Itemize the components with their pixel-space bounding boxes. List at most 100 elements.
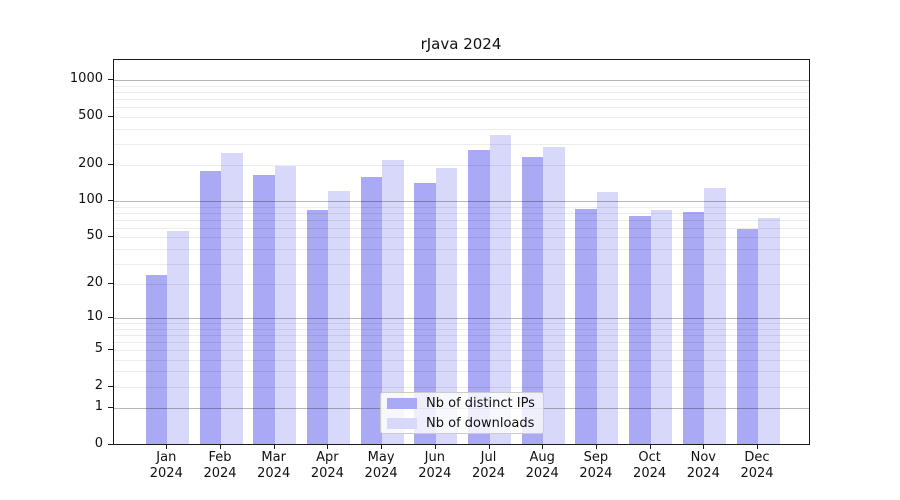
gridline-minor bbox=[114, 328, 809, 330]
y-tick bbox=[108, 406, 113, 408]
gridline-minor bbox=[114, 116, 809, 118]
y-tick bbox=[108, 443, 113, 445]
x-tick bbox=[595, 444, 597, 449]
x-tick bbox=[434, 444, 436, 449]
y-tick bbox=[108, 283, 113, 285]
x-tick-label: Jun 2024 bbox=[403, 450, 467, 482]
x-tick-month: Apr bbox=[316, 450, 339, 465]
y-tick bbox=[108, 200, 113, 202]
gridline-major bbox=[114, 201, 809, 203]
gridline-minor bbox=[114, 359, 809, 361]
y-tick-label: 100 bbox=[78, 192, 103, 208]
y-tick-label: 10 bbox=[86, 309, 103, 325]
x-tick-year: 2024 bbox=[310, 466, 344, 481]
gridline-minor bbox=[114, 263, 809, 265]
bar-distinct-ips-feb bbox=[199, 170, 221, 444]
x-tick bbox=[703, 444, 705, 449]
y-tick-label: 1000 bbox=[69, 71, 103, 87]
gridline-minor bbox=[114, 386, 809, 388]
x-tick-month: Dec bbox=[744, 450, 770, 465]
y-tick-label: 0 bbox=[94, 435, 103, 451]
x-tick-month: Jul bbox=[480, 450, 497, 465]
x-tick bbox=[327, 444, 329, 449]
bar-downloads-sep bbox=[596, 192, 619, 444]
legend-item-downloads: Nb of downloads bbox=[387, 416, 535, 431]
y-tick bbox=[108, 236, 113, 238]
x-tick-label: Nov 2024 bbox=[671, 450, 735, 482]
bar-downloads-jul bbox=[489, 135, 511, 444]
x-tick-year: 2024 bbox=[203, 466, 237, 481]
gridline-minor bbox=[114, 85, 809, 87]
x-tick-month: Nov bbox=[690, 450, 716, 465]
y-tick bbox=[108, 79, 113, 81]
x-tick-year: 2024 bbox=[418, 466, 452, 481]
x-tick-year: 2024 bbox=[686, 466, 720, 481]
chart-title: rJava 2024 bbox=[420, 35, 502, 53]
x-tick-year: 2024 bbox=[525, 466, 559, 481]
x-tick-month: May bbox=[367, 450, 395, 465]
x-tick bbox=[273, 444, 275, 449]
gridline-minor bbox=[114, 284, 809, 286]
bar-distinct-ips-may bbox=[360, 176, 383, 444]
gridline-major bbox=[114, 80, 809, 82]
legend-swatch-downloads bbox=[387, 417, 417, 429]
gridline-minor bbox=[114, 323, 809, 325]
x-tick bbox=[649, 444, 651, 449]
x-tick-year: 2024 bbox=[257, 466, 291, 481]
x-tick-label: Oct 2024 bbox=[618, 450, 682, 482]
legend-label-distinct-ips: Nb of distinct IPs bbox=[426, 395, 535, 411]
bar-distinct-ips-jul bbox=[468, 150, 490, 444]
x-tick-label: Feb 2024 bbox=[188, 450, 252, 482]
x-tick bbox=[542, 444, 544, 449]
bar-downloads-aug bbox=[543, 146, 565, 444]
x-tick-year: 2024 bbox=[633, 466, 667, 481]
gridline-major bbox=[114, 318, 809, 320]
gridline-minor bbox=[114, 341, 809, 343]
y-tick-label: 20 bbox=[86, 275, 103, 291]
legend-swatch-distinct-ips bbox=[387, 397, 417, 409]
y-tick-label: 50 bbox=[86, 228, 103, 244]
x-tick-year: 2024 bbox=[471, 466, 506, 481]
gridline-minor bbox=[114, 107, 809, 109]
bar-distinct-ips-oct bbox=[629, 216, 651, 444]
plot-area bbox=[113, 59, 810, 445]
bar-distinct-ips-jan bbox=[145, 274, 168, 444]
gridline-minor bbox=[114, 350, 809, 352]
x-tick-month: Feb bbox=[208, 450, 232, 465]
y-tick bbox=[108, 385, 113, 387]
x-tick-label: Sep 2024 bbox=[564, 450, 628, 482]
x-tick-year: 2024 bbox=[579, 466, 613, 481]
x-tick-label: Aug 2024 bbox=[510, 450, 574, 482]
x-tick bbox=[166, 444, 168, 449]
y-tick-label: 1 bbox=[94, 398, 103, 414]
x-tick-month: Mar bbox=[261, 450, 286, 465]
gridline-minor bbox=[114, 219, 809, 221]
gridline-minor bbox=[114, 99, 809, 101]
x-tick-month: Sep bbox=[583, 450, 609, 465]
gridline-minor bbox=[114, 227, 809, 229]
x-tick-year: 2024 bbox=[740, 466, 774, 481]
bar-distinct-ips-dec bbox=[736, 228, 758, 444]
bar-distinct-ips-jun bbox=[414, 182, 436, 444]
bar-distinct-ips-sep bbox=[575, 209, 597, 444]
bar-downloads-feb bbox=[221, 153, 243, 444]
legend-item-distinct-ips: Nb of distinct IPs bbox=[387, 396, 535, 411]
x-tick bbox=[488, 444, 490, 449]
x-tick-label: May 2024 bbox=[349, 450, 413, 482]
x-tick-label: Dec 2024 bbox=[725, 450, 789, 482]
y-tick-label: 500 bbox=[78, 107, 103, 123]
legend-label-downloads: Nb of downloads bbox=[426, 415, 535, 431]
bar-downloads-may bbox=[382, 160, 404, 444]
gridline-minor bbox=[114, 128, 809, 130]
y-tick bbox=[108, 317, 113, 319]
bar-downloads-mar bbox=[274, 165, 297, 444]
bar-distinct-ips-apr bbox=[306, 209, 329, 444]
x-tick bbox=[220, 444, 221, 449]
bar-downloads-apr bbox=[328, 190, 350, 444]
gridline-minor bbox=[114, 237, 809, 239]
x-tick-year: 2024 bbox=[149, 466, 183, 481]
gridline-minor bbox=[114, 206, 809, 208]
gridline-minor bbox=[114, 371, 809, 373]
gridline-minor bbox=[114, 92, 809, 94]
